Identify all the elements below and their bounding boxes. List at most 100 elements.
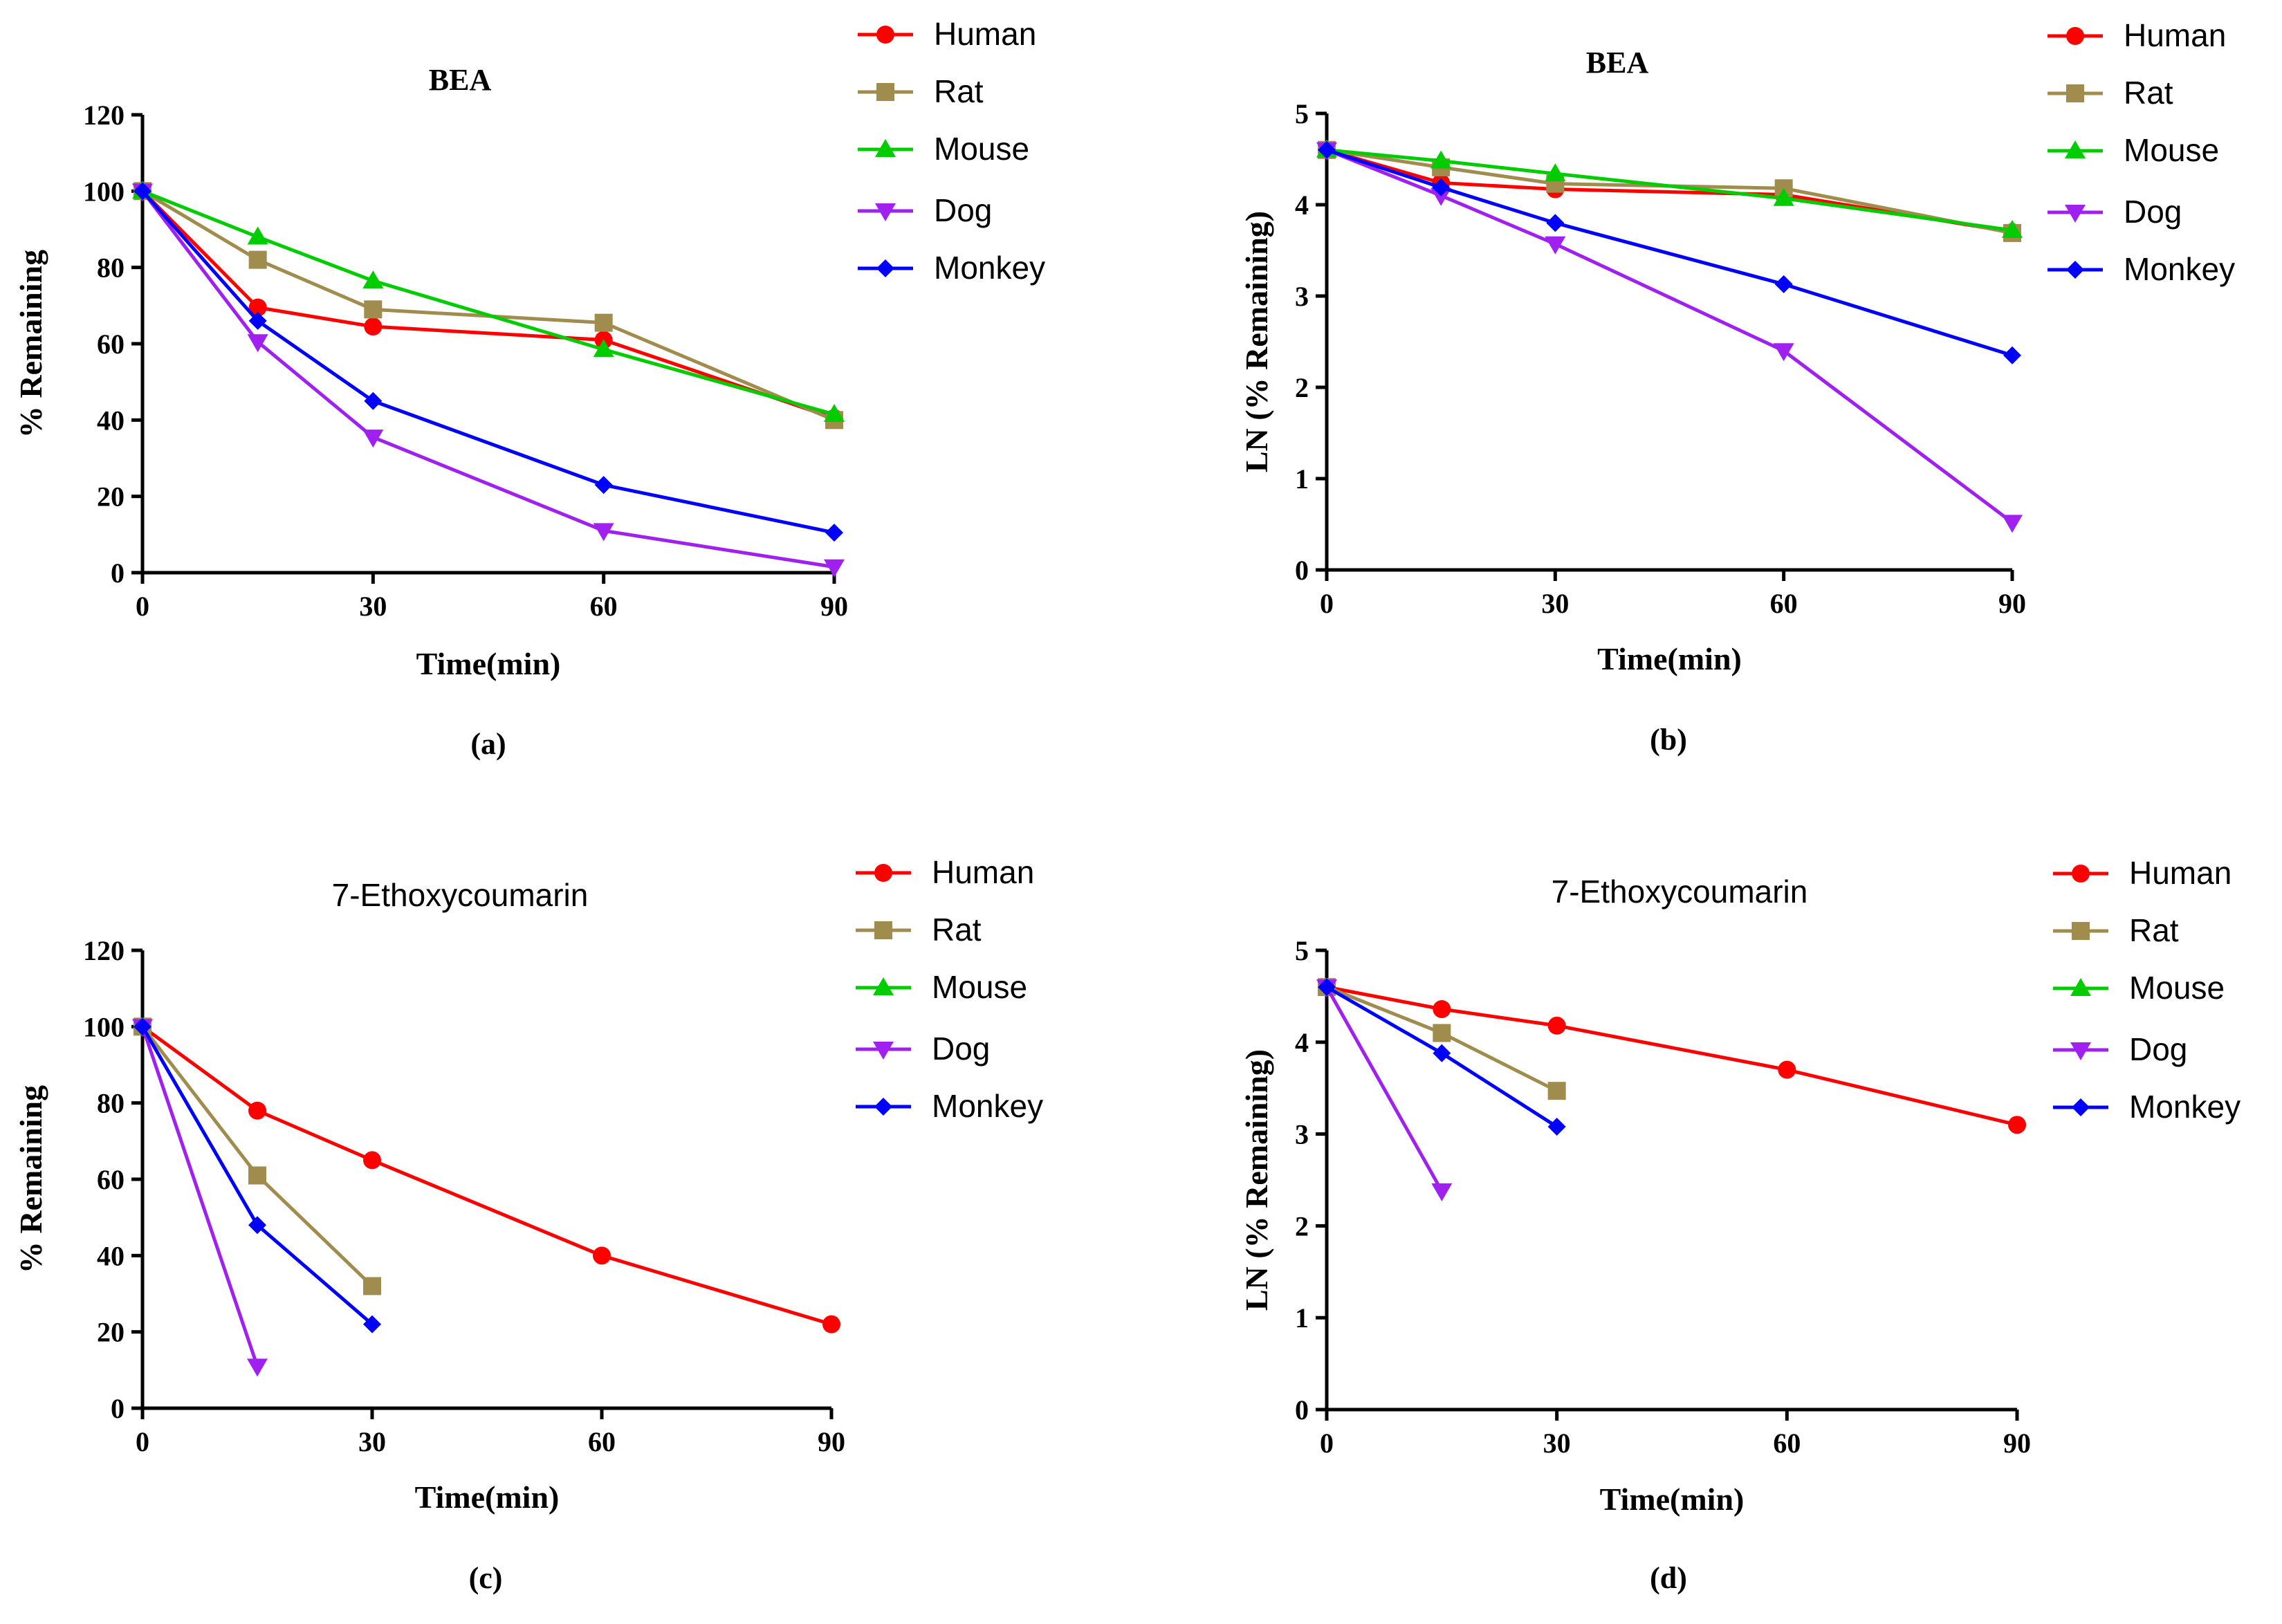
data-point [1547, 1016, 1566, 1035]
data-point [362, 270, 384, 288]
x-tick-label: 30 [1543, 1428, 1571, 1459]
chart-title: 7-Ethoxycoumarin [332, 877, 589, 913]
legend: Human Rat Mouse Dog Monkey [2053, 855, 2240, 1125]
data-point [248, 1101, 266, 1120]
legend-item-human: Human [856, 854, 1034, 890]
x-axis-label: Time(min) [415, 1479, 560, 1515]
data-point [364, 317, 383, 336]
chart-panel-2: BEA 0 1 2 3 4 5 0 30 60 90 Time(min) LN (% Remaining… [1239, 17, 2235, 757]
legend-marker [2072, 1098, 2090, 1116]
legend-marker [2070, 978, 2091, 996]
data-point [248, 1166, 266, 1185]
legend-marker [2070, 1042, 2091, 1060]
legend-marker [2066, 27, 2084, 45]
legend-item-dog: Dog [858, 192, 992, 228]
legend-label: Monkey [2129, 1089, 2240, 1125]
x-tick-label: 90 [2003, 1428, 2031, 1459]
data-point [1432, 178, 1451, 196]
data-point [247, 226, 268, 245]
x-tick-label: 90 [818, 1426, 845, 1457]
series-dog [1316, 142, 2023, 533]
data-point [1546, 214, 1565, 232]
series-line [141, 1025, 374, 1288]
y-tick-label: 0 [111, 1393, 125, 1424]
chart-panel-1: BEA 0 20 40 60 80 100 120 0 30 60 90 Time(min) % Rema… [13, 16, 1045, 761]
legend-marker [874, 1098, 892, 1116]
data-point [1433, 1044, 1451, 1062]
data-point [248, 311, 267, 330]
legend-label: Human [2129, 855, 2232, 891]
data-point [594, 313, 613, 332]
y-axis-label: % Remaining [13, 250, 48, 438]
legend-item-mouse: Mouse [856, 969, 1027, 1005]
y-tick-label: 40 [97, 405, 125, 436]
data-point [2002, 515, 2023, 533]
x-axis-label: Time(min) [416, 646, 561, 681]
y-tick-label: 20 [97, 1317, 125, 1348]
y-tick-label: 0 [1295, 1394, 1309, 1425]
series-monkey [134, 1017, 381, 1334]
y-tick-label: 0 [1295, 555, 1309, 586]
y-tick-label: 5 [1295, 98, 1309, 129]
data-point [1774, 275, 1793, 293]
chart-panel-4: 7-Ethoxycoumarin 0 1 2 3 4 5 0 30 60 90 Time(min) LN… [1239, 855, 2240, 1595]
legend-label: Rat [2129, 912, 2179, 948]
series-line [140, 1026, 259, 1367]
series-rat [134, 182, 843, 430]
legend-item-dog: Dog [856, 1031, 990, 1067]
series-human [134, 1017, 840, 1334]
y-tick-label: 4 [1295, 190, 1309, 221]
legend-label: Dog [2129, 1031, 2187, 1067]
chart-panel-3: 7-Ethoxycoumarin 0 20 40 60 80 100 120 0 30 60 90 Ti… [13, 854, 1043, 1595]
data-point [1773, 343, 1794, 362]
y-tick-label: 40 [97, 1240, 125, 1271]
legend-item-monkey: Monkey [2048, 251, 2235, 287]
data-point [364, 391, 383, 410]
legend-marker [2066, 261, 2084, 279]
legend-marker [875, 139, 896, 157]
series-line [142, 190, 835, 416]
data-point [1318, 140, 1336, 159]
series-monkey [1318, 978, 1566, 1136]
y-tick-label: 2 [1295, 1210, 1309, 1242]
x-tick-label: 60 [1770, 588, 1798, 619]
chart-title: BEA [429, 63, 492, 97]
x-tick-label: 0 [1320, 1428, 1334, 1459]
chart-title: BEA [1586, 46, 1649, 80]
x-tick-label: 0 [1320, 588, 1334, 619]
y-tick-label: 60 [97, 1164, 125, 1195]
legend: Human Rat Mouse Dog Monkey [858, 16, 1045, 286]
legend-label: Rat [932, 912, 982, 948]
legend-marker [874, 864, 892, 882]
data-point [134, 182, 151, 201]
x-tick-label: 30 [358, 1426, 386, 1457]
data-point [363, 1277, 381, 1295]
data-point [247, 1358, 268, 1377]
series-human [134, 182, 843, 427]
data-point [593, 339, 614, 358]
legend-label: Monkey [932, 1088, 1043, 1124]
series-human [1318, 978, 2026, 1134]
data-point [362, 430, 384, 448]
x-axis-label: Time(min) [1600, 1482, 1745, 1517]
legend-item-monkey: Monkey [2053, 1089, 2240, 1125]
series-line [1326, 985, 2018, 1127]
series-human [1318, 140, 2021, 241]
data-point [364, 300, 383, 319]
data-point [593, 523, 614, 542]
data-point [1773, 187, 1794, 206]
legend-item-monkey: Monkey [858, 250, 1045, 286]
legend-marker [2066, 84, 2084, 102]
legend-item-rat: Rat [2053, 912, 2179, 948]
legend-label: Monkey [2124, 251, 2235, 287]
legend-label: Mouse [2124, 132, 2219, 168]
legend-label: Human [932, 854, 1034, 890]
legend-item-mouse: Mouse [2048, 132, 2219, 168]
legend-marker [873, 977, 894, 995]
data-point [2003, 346, 2021, 365]
y-axis-label: LN (% Remaining) [1239, 1049, 1274, 1311]
legend-marker [2072, 922, 2090, 940]
data-point [363, 1315, 381, 1334]
legend-label: Dog [932, 1031, 990, 1067]
y-tick-label: 2 [1295, 372, 1309, 403]
